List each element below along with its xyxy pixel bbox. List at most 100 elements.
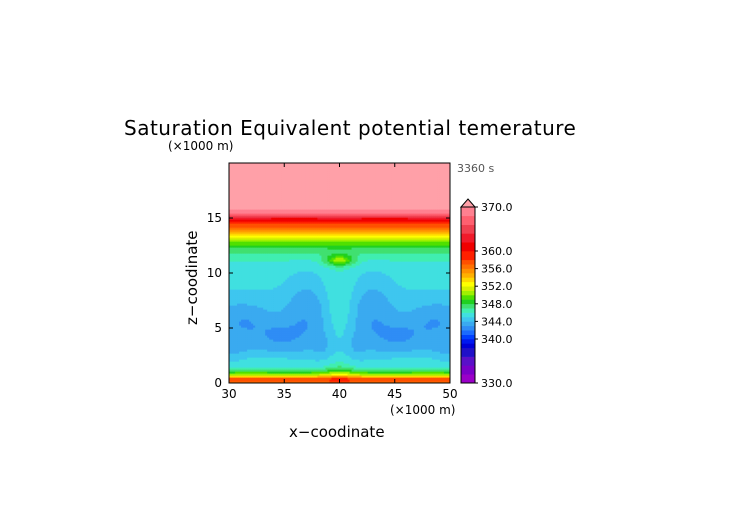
field-cell	[285, 339, 288, 342]
field-cell	[231, 309, 234, 312]
field-cell	[251, 325, 254, 328]
field-cell	[395, 333, 399, 336]
field-cell	[315, 315, 318, 318]
field-cell	[309, 337, 312, 340]
field-cell	[239, 361, 242, 364]
field-cell	[427, 317, 431, 320]
field-cell	[323, 369, 327, 372]
field-cell	[343, 379, 347, 382]
field-cell	[241, 309, 244, 312]
field-cell	[409, 353, 413, 356]
field-cell	[359, 377, 363, 380]
field-cell	[233, 363, 236, 366]
field-cell	[307, 355, 310, 358]
field-cell	[425, 365, 429, 368]
field-cell	[325, 363, 329, 366]
field-cell	[315, 379, 318, 382]
field-cell	[415, 339, 419, 342]
field-cell	[389, 311, 393, 314]
field-cell	[321, 343, 325, 346]
field-cell	[353, 345, 357, 348]
field-cell	[317, 357, 321, 360]
field-cell	[295, 365, 298, 368]
field-cell	[341, 339, 345, 342]
field-cell	[275, 333, 278, 336]
field-cell	[279, 355, 282, 358]
field-cell	[369, 377, 373, 380]
field-cell	[413, 365, 417, 368]
field-cell	[317, 347, 321, 350]
field-cell	[309, 319, 312, 322]
field-cell	[259, 367, 262, 370]
field-cell	[229, 359, 232, 362]
field-cell	[323, 341, 327, 344]
field-cell	[415, 381, 419, 383]
field-cell	[301, 355, 304, 358]
field-cell	[393, 347, 397, 350]
field-cell	[273, 349, 276, 352]
field-cell	[263, 367, 266, 370]
field-cell	[277, 367, 280, 370]
field-cell	[259, 377, 262, 380]
field-cell	[281, 331, 284, 334]
field-cell	[291, 307, 294, 310]
field-cell	[341, 307, 345, 310]
field-cell	[399, 357, 403, 360]
field-cell	[421, 373, 425, 376]
field-cell	[439, 339, 443, 342]
field-cell	[273, 337, 276, 340]
field-cell	[335, 335, 339, 338]
field-cell	[279, 347, 282, 350]
field-cell	[311, 319, 314, 322]
field-cell	[399, 351, 403, 354]
field-cell	[245, 329, 248, 332]
field-cell	[277, 307, 280, 310]
field-cell	[367, 367, 371, 370]
field-cell	[349, 373, 353, 376]
field-cell	[313, 335, 316, 338]
field-cell	[371, 317, 375, 320]
field-cell	[327, 349, 331, 352]
field-cell	[263, 353, 266, 356]
field-cell	[441, 369, 445, 372]
field-cell	[345, 381, 349, 383]
field-cell	[317, 325, 321, 328]
field-cell	[229, 343, 232, 346]
field-cell	[273, 361, 276, 364]
field-cell	[329, 333, 333, 336]
field-cell	[315, 351, 318, 354]
field-cell	[335, 327, 339, 330]
field-cell	[243, 317, 246, 320]
field-cell	[317, 361, 321, 364]
field-cell	[437, 353, 441, 356]
field-cell	[315, 369, 318, 372]
field-cell	[393, 365, 397, 368]
field-cell	[441, 317, 445, 320]
field-cell	[301, 313, 304, 316]
field-cell	[419, 311, 423, 314]
field-cell	[411, 333, 415, 336]
field-cell	[281, 345, 284, 348]
field-cell	[447, 311, 450, 314]
field-cell	[443, 371, 447, 374]
field-cell	[359, 343, 363, 346]
field-cell	[367, 365, 371, 368]
field-cell	[381, 323, 385, 326]
field-cell	[417, 327, 421, 330]
field-cell	[421, 345, 425, 348]
field-cell	[283, 347, 286, 350]
field-cell	[303, 327, 306, 330]
field-cell	[317, 311, 321, 314]
field-cell	[381, 335, 385, 338]
field-cell	[373, 335, 377, 338]
field-cell	[265, 333, 268, 336]
field-cell	[299, 377, 302, 380]
field-cell	[245, 311, 248, 314]
field-cell	[417, 323, 421, 326]
field-cell	[371, 371, 375, 374]
field-cell	[411, 379, 415, 382]
field-cell	[353, 335, 357, 338]
field-cell	[379, 365, 383, 368]
field-cell	[231, 357, 234, 360]
field-cell	[311, 337, 314, 340]
